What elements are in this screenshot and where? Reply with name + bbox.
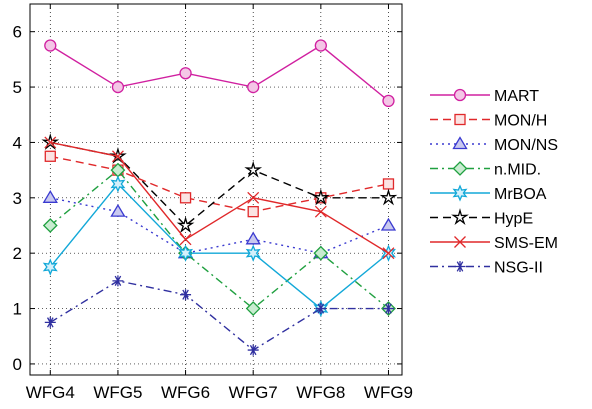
legend-marker — [452, 136, 468, 150]
data-point — [245, 301, 261, 316]
data-point — [44, 136, 57, 149]
legend-marker — [453, 88, 467, 102]
legend-marker — [452, 161, 468, 176]
series-layer — [41, 39, 398, 356]
series-line — [50, 197, 389, 254]
data-point — [379, 188, 398, 206]
legend-label: MART — [494, 88, 539, 105]
legend-item: MrBOA — [430, 184, 547, 203]
y-tick-label: 3 — [13, 189, 22, 208]
series-line — [49, 182, 389, 310]
data-point — [178, 244, 194, 262]
data-point — [380, 217, 397, 231]
x-tick-label: WFG8 — [296, 383, 345, 402]
data-point — [382, 178, 395, 190]
series-sms-em — [44, 136, 395, 260]
plot-frame — [29, 3, 403, 376]
legend-label: MON/NS — [494, 137, 558, 154]
legend-item: SMS-EM — [430, 235, 558, 252]
series-line — [50, 155, 389, 213]
data-point — [44, 39, 57, 52]
data-point — [112, 275, 124, 287]
series-line — [50, 141, 389, 254]
legend-marker — [454, 261, 466, 272]
legend-marker — [454, 236, 466, 248]
data-point — [247, 205, 259, 218]
data-point — [179, 233, 192, 246]
data-point — [245, 244, 261, 262]
x-tick-label: WFG5 — [93, 383, 142, 402]
data-point — [382, 94, 395, 108]
legend-item: HypE — [430, 208, 533, 228]
legend-label: HypE — [494, 211, 533, 228]
data-point — [110, 175, 126, 193]
data-point — [176, 216, 195, 234]
legend-item: MON/NS — [430, 136, 558, 154]
data-point — [179, 67, 192, 80]
legend-marker — [452, 184, 468, 202]
data-point — [111, 80, 125, 94]
y-tick-label: 2 — [13, 244, 22, 263]
tick-layer: 0 1 2 3 4 5 6 WFG4 WFG5 WFG6 WFG7 WFG8 WFG9 — [13, 4, 413, 402]
legend-label: NSG-II — [494, 260, 543, 277]
series-n-mid- — [42, 162, 396, 316]
data-point — [315, 303, 327, 315]
legend-label: SMS-EM — [494, 235, 558, 252]
series-line — [50, 141, 389, 227]
data-point — [313, 245, 329, 261]
y-tick-label: 6 — [13, 23, 22, 42]
data-point — [247, 191, 260, 204]
legend-label: MrBOA — [494, 186, 547, 203]
y-tick-label: 5 — [13, 78, 22, 97]
legend: MART MON/H MON/NS n.MID. MrBOA HypE SMS-EM NSG-… — [430, 88, 558, 277]
data-point — [314, 205, 327, 218]
legend-item: MART — [430, 88, 539, 105]
series-line — [49, 280, 389, 351]
y-tick-label: 4 — [13, 133, 22, 152]
data-point — [42, 190, 58, 203]
y-tick-label: 1 — [13, 300, 22, 319]
data-point — [179, 192, 192, 204]
legend-marker — [451, 208, 469, 226]
data-point — [42, 258, 58, 276]
data-point — [110, 203, 126, 217]
data-point — [311, 188, 330, 206]
legend-label: MON/H — [494, 113, 547, 130]
data-point — [180, 289, 192, 301]
data-point — [245, 231, 261, 245]
legend-label: n.MID. — [494, 162, 541, 179]
legend-marker — [454, 113, 466, 126]
series-nsg-ii — [44, 275, 394, 356]
y-tick-label: 0 — [13, 355, 22, 374]
data-point — [382, 303, 394, 315]
data-point — [247, 344, 259, 356]
series-line — [49, 44, 389, 102]
data-point — [314, 39, 327, 52]
legend-item: n.MID. — [430, 161, 541, 179]
data-point — [111, 150, 124, 163]
data-point — [44, 150, 56, 162]
series-mart — [44, 39, 395, 108]
series-line — [49, 169, 389, 310]
data-point — [382, 247, 395, 260]
x-tick-label: WFG4 — [26, 383, 75, 402]
data-point — [42, 218, 58, 233]
data-point — [244, 160, 263, 178]
legend-item: MON/H — [430, 113, 547, 130]
x-tick-label: WFG9 — [364, 383, 413, 402]
data-point — [247, 80, 260, 94]
series-hype — [41, 133, 398, 234]
x-tick-label: WFG7 — [229, 383, 278, 402]
x-tick-label: WFG6 — [161, 383, 210, 402]
data-point — [44, 316, 56, 328]
legend-item: NSG-II — [430, 260, 543, 277]
